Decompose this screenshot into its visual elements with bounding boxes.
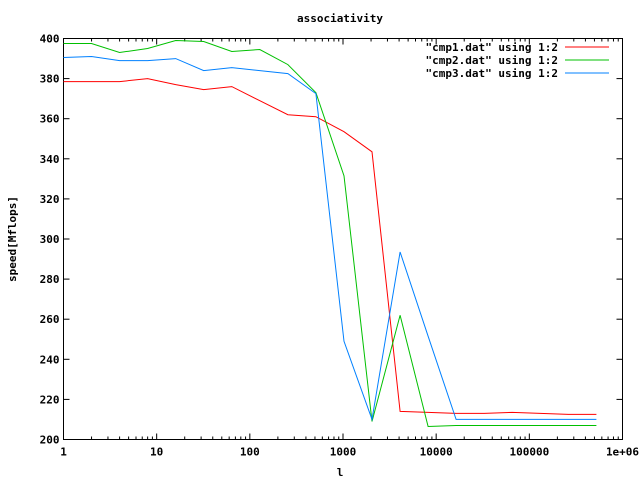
x-axis-label: l: [337, 466, 344, 479]
y-tick-label: 340: [40, 153, 60, 166]
legend: "cmp1.dat" using 1:2"cmp2.dat" using 1:2…: [426, 41, 609, 80]
x-tick-label: 1e+06: [606, 446, 639, 459]
legend-label-2: "cmp2.dat" using 1:2: [426, 54, 558, 67]
series-line-1: [63, 78, 597, 415]
series-group: [63, 39, 597, 428]
legend-label-1: "cmp1.dat" using 1:2: [426, 41, 558, 54]
y-tick-label: 300: [40, 233, 60, 246]
y-tick-label: 320: [40, 193, 60, 206]
x-tick-label: 1000: [330, 446, 357, 459]
legend-label-3: "cmp3.dat" using 1:2: [426, 67, 558, 80]
y-tick-label: 240: [40, 353, 60, 366]
y-tick-label: 360: [40, 113, 60, 126]
plot-frame: [63, 38, 623, 440]
series-line-3: [63, 55, 597, 422]
y-tick-label: 400: [40, 33, 60, 46]
x-tick-label: 100000: [509, 446, 549, 459]
x-tick-label: 10000: [420, 446, 453, 459]
x-tick-label: 10: [150, 446, 163, 459]
y-tick-label: 260: [40, 313, 60, 326]
y-tick-label: 280: [40, 273, 60, 286]
axis-ticks: 200 220 240 260 280 300 320 340 360 380 400 1 10 100 1…: [40, 33, 640, 459]
x-tick-label: 100: [240, 446, 260, 459]
y-axis-label: speed[Mflops]: [6, 196, 19, 282]
y-tick-label: 220: [40, 393, 60, 406]
x-tick-label: 1: [60, 446, 67, 459]
y-tick-label: 380: [40, 73, 60, 86]
chart-title: associativity: [297, 12, 383, 25]
series-line-2: [63, 39, 597, 428]
y-tick-label: 200: [40, 434, 60, 447]
